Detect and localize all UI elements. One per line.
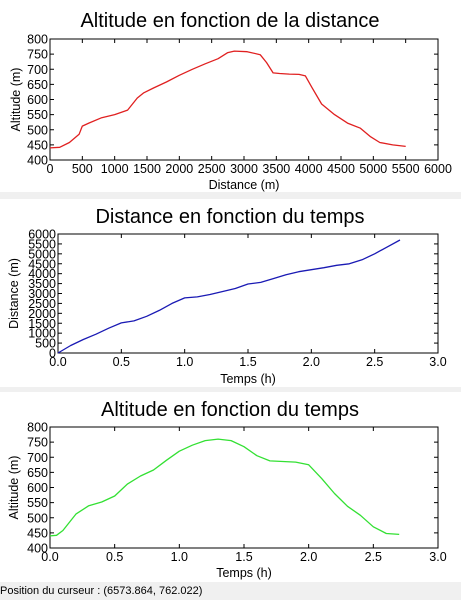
y-tick-label: 5000 [28,247,56,261]
x-tick-label: 5500 [392,162,420,176]
altitude-time-chart: Altitude en fonction du temps 400 45050055… [7,399,447,580]
y-tick-label: 650 [27,466,48,480]
x-tick-label: 1.0 [171,550,188,564]
y-tick-label: 650 [27,78,48,92]
plot-area-frame [57,233,439,354]
x-tick-label: 4500 [327,162,355,176]
chart-title: Distance en fonction du temps [95,206,364,228]
chart-title: Altitude en fonction de la distance [80,10,379,32]
x-tick-label: 0.0 [41,550,58,564]
y-tick-label: 700 [27,63,48,77]
x-tick-label: 1.5 [239,355,256,369]
y-tick-label: 2500 [28,297,56,311]
y-tick-label: 0 [49,347,56,361]
status-bar: Position du curseur : (6573.864, 762.022… [0,584,461,600]
y-tick-label: 6000 [28,228,56,242]
x-tick-label: 1.5 [235,550,252,564]
y-tick-label: 450 [27,526,48,540]
y-tick-label: 550 [27,496,48,510]
y-tick-label: 1500 [28,317,56,331]
altitude-distance-chart-panel: Altitude en fonction de la distance 400 45… [0,0,461,192]
series-line [49,438,400,537]
y-tick-label: 750 [27,436,48,450]
x-tick-label: 6000 [424,162,452,176]
x-tick-label: 5000 [359,162,387,176]
x-tick-label: 2.5 [365,550,382,564]
y-tick-label: 500 [27,511,48,525]
y-tick-label: 600 [27,93,48,107]
distance-time-chart: Distance en fonction du temps 05001000150… [7,206,447,386]
chart-title: Altitude en fonction du temps [101,399,359,421]
x-tick-label: 2500 [198,162,226,176]
y-tick-label: 400 [27,542,48,556]
y-tick-label: 4500 [28,257,56,271]
series-line [49,50,406,149]
y-tick-label: 4000 [28,267,56,281]
y-tick-label: 700 [27,451,48,465]
altitude-time-chart-panel: Altitude en fonction du temps 400 450 500 55… [0,392,461,582]
y-axis-label: Altitude (m) [9,68,23,132]
x-tick-label: 2.0 [300,550,317,564]
y-tick-label: 800 [27,33,48,47]
y-tick-label: 800 [27,421,48,435]
x-tick-label: 0.0 [49,355,66,369]
y-tick-label: 450 [27,138,48,152]
x-tick-label: 3000 [230,162,258,176]
x-tick-label: 2.0 [303,355,320,369]
y-axis-label: Altitude (m) [7,456,21,520]
y-tick-label: 750 [27,48,48,62]
x-tick-label: 1500 [133,162,161,176]
y-tick-label: 2000 [28,307,56,321]
y-tick-label: 500 [35,337,56,351]
x-tick-label: 4000 [295,162,323,176]
x-axis-label: Distance (m) [209,178,280,192]
cursor-position-readout: Position du curseur : (6573.864, 762.022… [0,585,203,597]
distance-time-chart-panel: Distance en fonction du temps 0 500 1000 150… [0,199,461,387]
x-tick-label: 3.0 [429,550,446,564]
y-tick-label: 500 [27,123,48,137]
x-tick-label: 500 [72,162,93,176]
x-tick-label: 3.0 [429,355,446,369]
y-tick-label: 1000 [28,327,56,341]
x-axis-label: Temps (h) [216,566,272,580]
x-tick-label: 1.0 [176,355,193,369]
x-tick-label: 2.5 [366,355,383,369]
altitude-distance-chart: Altitude en fonction de la distance 400 45… [9,10,452,192]
y-tick-label: 600 [27,481,48,495]
y-tick-label: 550 [27,108,48,122]
x-tick-label: 1000 [101,162,129,176]
y-axis-label: Distance (m) [7,258,21,329]
x-tick-label: 3500 [262,162,290,176]
x-tick-label: 0.5 [113,355,130,369]
y-tick-label: 400 [27,154,48,168]
x-tick-label: 0 [47,162,54,176]
x-tick-label: 2000 [165,162,193,176]
y-tick-label: 3000 [28,287,56,301]
x-tick-label: 0.5 [106,550,123,564]
y-tick-label: 5500 [28,237,56,251]
x-axis-label: Temps (h) [220,372,276,386]
series-line [57,239,401,354]
y-tick-label: 3500 [28,277,56,291]
